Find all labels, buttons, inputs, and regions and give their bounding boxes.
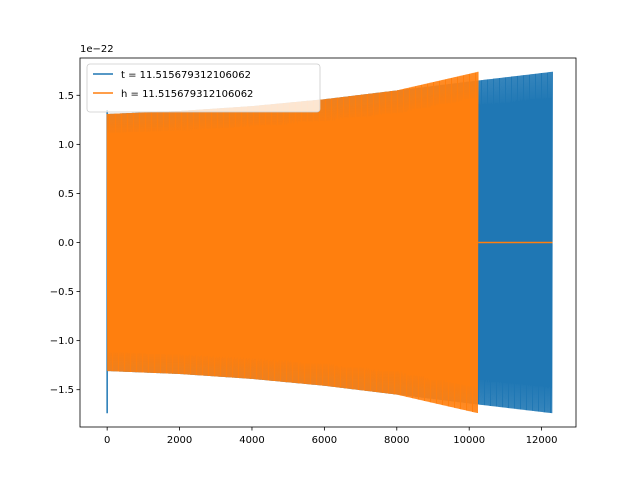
y-axis: −1.5 −1.0 −0.5 0.0 0.5 1.0 1.5 (50, 91, 80, 396)
y-tick-label: −0.5 (50, 287, 74, 298)
y-tick-label: −1.5 (50, 385, 74, 396)
y-tick-label: 1.5 (58, 91, 74, 102)
x-tick-label: 10000 (453, 435, 485, 446)
x-tick-label: 6000 (312, 435, 337, 446)
x-tick-label: 2000 (167, 435, 192, 446)
x-tick-label: 8000 (384, 435, 409, 446)
series-oscillation (106, 71, 479, 414)
y-tick-label: 1.0 (58, 140, 74, 151)
x-tick-label: 0 (104, 435, 110, 446)
y-tick-label: 0.0 (58, 238, 74, 249)
legend-box (86, 63, 321, 113)
y-tick-label: −1.0 (50, 336, 74, 347)
x-tick-label: 12000 (526, 435, 558, 446)
legend-label: h = 11.515679312106062 (121, 89, 253, 100)
legend: t = 11.515679312106062 h = 11.51567931210… (86, 63, 321, 113)
legend-label: t = 11.515679312106062 (121, 70, 251, 81)
series-h-line (106, 71, 553, 414)
y-offset-label: 1e−22 (80, 44, 114, 55)
y-tick-label: 0.5 (58, 189, 74, 200)
x-axis: 0 2000 4000 6000 8000 10000 12000 (104, 427, 558, 446)
x-tick-label: 4000 (239, 435, 264, 446)
series-layer (106, 71, 553, 414)
